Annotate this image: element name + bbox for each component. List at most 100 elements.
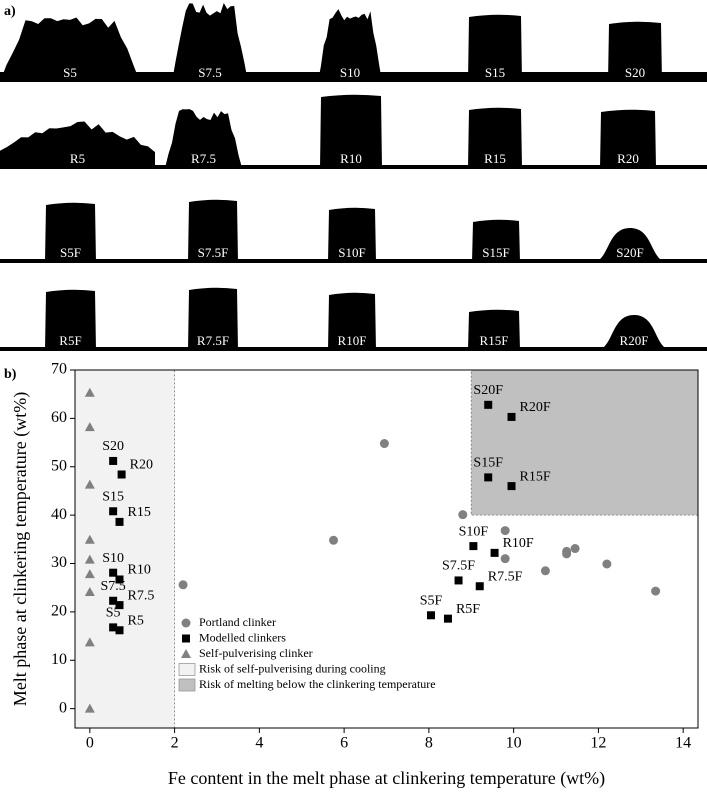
point [500,554,510,564]
sample-label: S5F [60,245,81,260]
point-label: S5F [420,593,443,608]
sample-silhouette [468,309,520,350]
y-tick-label: 30 [51,554,67,571]
point [329,535,339,545]
point [500,526,510,536]
point [84,422,95,432]
sample-silhouette [468,107,522,168]
point-label: R7.5 [128,588,155,603]
point [115,517,124,526]
point [84,569,95,579]
sample-silhouette [318,9,382,83]
x-tick-label: 14 [675,735,691,752]
point [475,582,484,591]
sample-silhouette [320,94,382,168]
x-tick-label: 12 [590,735,606,752]
sample-silhouette [45,289,96,350]
legend-swatch [178,663,196,676]
point [178,580,188,590]
sample-label: R7.5F [197,333,229,348]
point [651,586,661,596]
point-label: S10 [102,551,124,566]
point-label: R5 [128,613,144,628]
point [84,479,95,489]
point [602,559,612,569]
point-label: R20 [130,458,153,473]
sample-label: S15 [485,65,505,80]
point [109,456,118,465]
sample-label: R10 [340,151,362,166]
sample-silhouette [608,21,662,82]
sample-label: S7.5 [198,65,221,80]
sample-silhouette [0,121,155,168]
point [115,601,124,610]
sample-silhouette [0,17,140,82]
point [115,626,124,635]
point-label: S7.5 [100,579,125,594]
point [117,470,126,479]
sample-label: R20 [617,151,639,166]
x-tick-label: 6 [340,735,348,752]
point [84,587,95,597]
x-tick-label: 8 [425,735,433,752]
sample-label: R5F [59,333,81,348]
point [490,548,499,557]
point [484,473,493,482]
legend-label: Self-pulverising clinker [199,646,313,660]
x-axis-label: Fe content in the melt phase at clinkeri… [168,768,605,789]
point-label: R20F [520,400,551,415]
point [469,542,478,551]
sample-silhouette [172,3,248,82]
sample-silhouette [600,109,656,168]
point [443,614,452,623]
sample-silhouette [328,207,376,262]
sample-silhouette [45,202,96,262]
point [109,623,118,632]
point-label: R10 [128,563,151,578]
sample-label: S15F [482,245,509,260]
sample-silhouette [468,14,522,82]
point [540,566,550,576]
sample-label: S10 [340,65,360,80]
sample-silhouette [188,199,238,262]
x-tick-label: 4 [255,735,263,752]
point [562,549,572,559]
sample-label: S5 [63,65,77,80]
panel-label: b) [4,367,17,382]
region [470,369,699,516]
legend-marker [181,618,191,628]
point-label: S5 [106,606,121,621]
sample-silhouette [472,219,520,262]
point [454,576,463,585]
sample-silhouette [188,287,238,350]
point-label: S7.5F [442,559,475,574]
legend-marker [181,649,191,658]
sample-label: S20F [616,245,643,260]
sample-label: S20 [625,65,645,80]
sample-label: S7.5F [198,245,229,260]
x-tick-label: 2 [171,735,179,752]
point [109,568,118,577]
y-tick-label: 10 [51,651,67,668]
y-tick-label: 50 [51,457,67,474]
sample-label: S10F [338,245,365,260]
point [427,611,435,620]
x-tick-label: 10 [506,735,522,752]
point [484,400,493,409]
sample-silhouette [596,315,672,350]
y-axis-label: Melt phase at clinkering temperature (wt… [10,392,31,706]
legend-label: Portland clinker [199,615,276,629]
point [379,439,389,449]
sample-label: R15 [484,151,506,166]
legend-label: Risk of self-pulverising during cooling [199,661,386,675]
sample-silhouette [328,292,376,350]
point-label: S20F [473,383,503,398]
point-label: R15 [128,505,151,520]
point [84,387,95,397]
point [84,703,95,713]
legend-marker [182,634,190,643]
point [570,544,580,554]
point-label: R10F [503,536,534,551]
